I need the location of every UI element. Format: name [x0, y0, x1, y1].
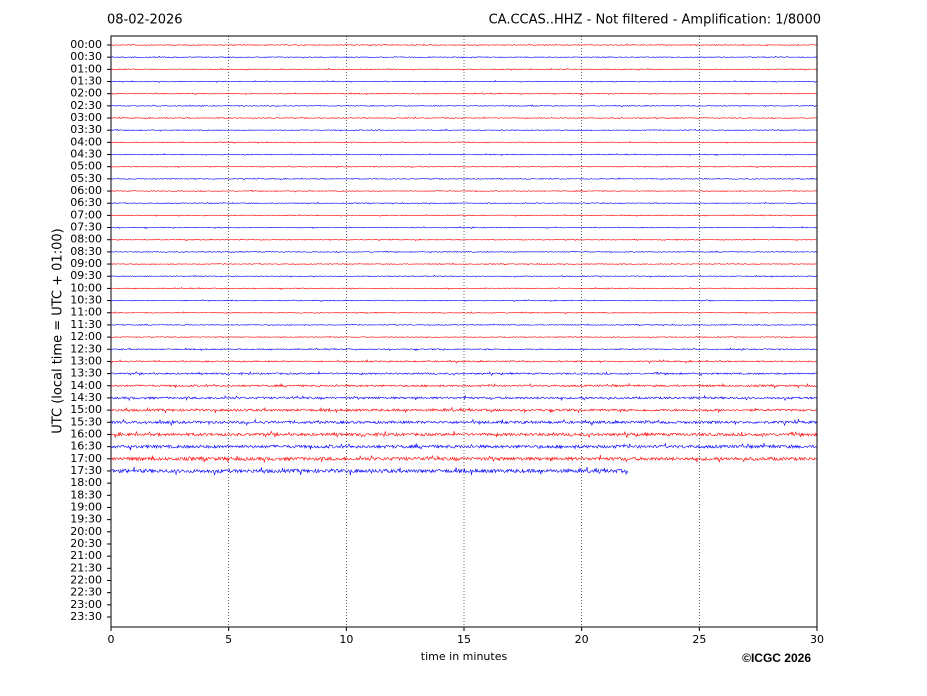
y-tick-label: 13:00	[70, 354, 102, 367]
x-tick-label: 10	[339, 633, 353, 646]
y-tick-label: 22:30	[70, 586, 102, 599]
y-tick-label: 01:00	[70, 62, 102, 75]
y-tick-label: 21:30	[70, 561, 102, 574]
y-tick-label: 09:00	[70, 257, 102, 270]
credit: ©ICGC 2026	[742, 651, 811, 665]
y-tick-label: 19:30	[70, 513, 102, 526]
y-tick-label: 23:30	[70, 610, 102, 623]
x-tick-label: 15	[457, 633, 471, 646]
y-tick-label: 04:00	[70, 135, 102, 148]
y-tick-label: 08:30	[70, 245, 102, 258]
trace	[110, 454, 817, 464]
x-tick-label: 0	[108, 633, 115, 646]
x-tick-label: 30	[810, 633, 824, 646]
y-tick-label: 13:30	[70, 367, 102, 380]
y-tick-label: 00:30	[70, 50, 102, 63]
trace	[110, 226, 817, 229]
y-tick-label: 18:00	[70, 476, 102, 489]
trace	[110, 43, 817, 47]
y-tick-label: 03:00	[70, 111, 102, 124]
trace	[110, 347, 817, 352]
trace	[110, 406, 817, 414]
y-tick-label: 23:00	[70, 598, 102, 611]
y-tick-label: 22:00	[70, 573, 102, 586]
trace	[110, 311, 817, 315]
y-tick-label: 01:30	[70, 75, 102, 88]
y-tick-label: 06:00	[70, 184, 102, 197]
trace	[110, 466, 629, 476]
y-tick-label: 12:00	[70, 330, 102, 343]
y-tick-label: 15:00	[70, 403, 102, 416]
y-tick-label: 18:30	[70, 488, 102, 501]
y-tick-label: 12:30	[70, 342, 102, 355]
trace	[110, 442, 817, 451]
plot-frame	[110, 35, 818, 628]
x-tick-label: 5	[225, 633, 232, 646]
trace	[110, 323, 817, 327]
chart-subtitle: CA.CCAS..HHZ - Not filtered - Amplificat…	[489, 13, 821, 28]
trace	[110, 262, 817, 266]
trace	[110, 55, 817, 59]
trace	[110, 116, 817, 120]
trace	[110, 104, 817, 108]
y-tick-label: 14:00	[70, 379, 102, 392]
trace	[110, 238, 817, 242]
y-tick-label: 06:30	[70, 196, 102, 209]
trace	[110, 201, 817, 205]
trace	[110, 79, 817, 83]
trace	[110, 335, 817, 339]
y-axis-label: UTC (local time = UTC + 01:00)	[51, 228, 66, 433]
y-tick-label: 17:00	[70, 452, 102, 465]
y-tick-label: 09:30	[70, 269, 102, 282]
y-tick-label: 00:00	[70, 38, 102, 51]
x-axis-label: time in minutes	[421, 650, 508, 663]
x-tick-label: 25	[692, 633, 706, 646]
y-tick-label: 05:30	[70, 172, 102, 185]
y-tick-label: 10:00	[70, 281, 102, 294]
trace	[110, 359, 817, 364]
trace	[110, 67, 817, 71]
y-tick-label: 07:00	[70, 208, 102, 221]
y-tick-label: 08:00	[70, 233, 102, 246]
chart-title: 08-02-2026	[107, 13, 183, 28]
trace	[110, 286, 817, 290]
y-tick-label: 17:30	[70, 464, 102, 477]
y-tick-label: 20:00	[70, 525, 102, 538]
y-tick-label: 15:30	[70, 415, 102, 428]
trace	[110, 418, 817, 427]
y-tick-label: 19:00	[70, 500, 102, 513]
trace	[110, 165, 817, 169]
trace	[110, 395, 817, 402]
y-tick-label: 03:30	[70, 123, 102, 136]
y-tick-label: 10:30	[70, 294, 102, 307]
y-tick-label: 11:30	[70, 318, 102, 331]
y-tick-label: 02:30	[70, 99, 102, 112]
y-tick-label: 16:30	[70, 440, 102, 453]
trace	[110, 92, 817, 96]
trace	[110, 430, 817, 439]
y-tick-label: 07:30	[70, 221, 102, 234]
y-tick-label: 16:00	[70, 427, 102, 440]
y-tick-label: 11:00	[70, 306, 102, 319]
trace	[110, 177, 817, 181]
trace	[110, 370, 817, 377]
y-tick-label: 14:30	[70, 391, 102, 404]
trace	[110, 189, 817, 193]
trace	[110, 250, 817, 254]
y-tick-label: 04:30	[70, 148, 102, 161]
y-tick-label: 20:30	[70, 537, 102, 550]
trace	[110, 299, 817, 303]
trace	[110, 153, 817, 157]
y-tick-label: 21:00	[70, 549, 102, 562]
trace	[110, 213, 817, 217]
trace	[110, 382, 817, 389]
trace	[110, 140, 817, 144]
trace	[110, 274, 817, 278]
y-tick-label: 02:00	[70, 87, 102, 100]
trace	[110, 128, 817, 132]
x-tick-label: 20	[575, 633, 589, 646]
y-tick-label: 05:00	[70, 160, 102, 173]
